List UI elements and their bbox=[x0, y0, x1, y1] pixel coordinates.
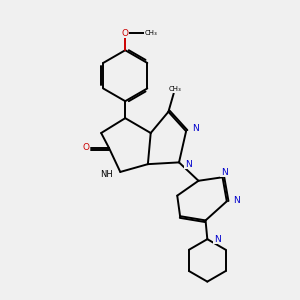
Text: N: N bbox=[214, 235, 220, 244]
Text: NH: NH bbox=[100, 170, 112, 179]
Text: O: O bbox=[83, 143, 90, 152]
Text: N: N bbox=[233, 196, 240, 205]
Text: CH₃: CH₃ bbox=[169, 86, 182, 92]
Text: O: O bbox=[122, 29, 129, 38]
Text: N: N bbox=[192, 124, 199, 133]
Text: CH₃: CH₃ bbox=[145, 30, 158, 36]
Text: N: N bbox=[185, 160, 191, 169]
Text: N: N bbox=[221, 168, 228, 177]
